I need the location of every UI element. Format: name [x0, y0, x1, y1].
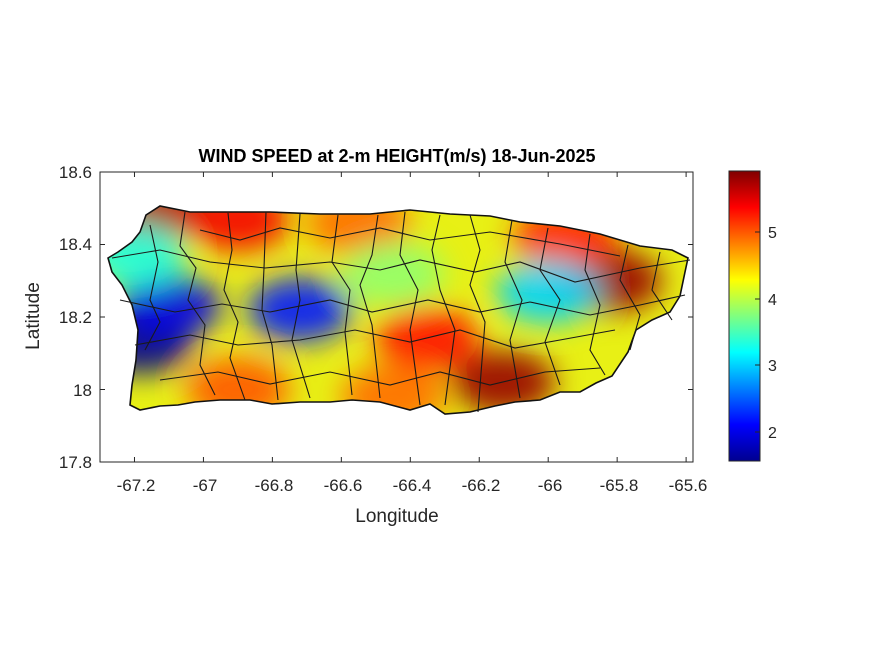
wind-speed-blob: [375, 306, 480, 371]
x-tick-label: -66: [538, 476, 563, 495]
x-ticks: [133, 172, 687, 462]
chart-title: WIND SPEED at 2-m HEIGHT(m/s) 18-Jun-202…: [198, 146, 595, 166]
wind-speed-blob: [185, 206, 290, 252]
x-tick-label: -67.2: [117, 476, 156, 495]
x-tick-label: -67: [193, 476, 218, 495]
y-tick-labels: 18.6 18.4 18.2 18 17.8: [59, 163, 92, 472]
x-tick-labels: -67.2 -67 -66.8 -66.6 -66.4 -66.2 -66 -6…: [117, 476, 708, 495]
wind-field: [108, 206, 688, 414]
y-tick-label: 18.4: [59, 235, 92, 254]
x-tick-label: -66.2: [462, 476, 501, 495]
x-tick-label: -66.4: [393, 476, 432, 495]
colorbar-tick-label: 2: [768, 425, 777, 442]
plot-area: -67.2 -67 -66.8 -66.6 -66.4 -66.2 -66 -6…: [23, 163, 707, 527]
y-tick-label: 18: [73, 381, 92, 400]
y-tick-label: 18.6: [59, 163, 92, 182]
wind-speed-blob: [341, 241, 446, 306]
y-ticks: [100, 171, 693, 463]
wind-speed-blob: [247, 277, 352, 342]
colorbar-tick-label: 3: [768, 358, 777, 375]
x-tick-label: -66.6: [324, 476, 363, 495]
colorbar-tick-label: 5: [768, 225, 777, 242]
x-tick-label: -66.8: [255, 476, 294, 495]
colorbar-ticks: [755, 231, 760, 433]
y-tick-label: 17.8: [59, 453, 92, 472]
wind-speed-blob: [496, 259, 601, 324]
colorbar-tick-label: 4: [768, 292, 777, 309]
y-tick-label: 18.2: [59, 308, 92, 327]
x-axis-label: Longitude: [355, 506, 438, 527]
x-tick-label: -65.8: [600, 476, 639, 495]
coastline: [107, 205, 689, 415]
municipal-boundaries: [111, 211, 691, 413]
x-tick-label: -65.6: [669, 476, 708, 495]
wind-speed-blob: [116, 274, 221, 339]
y-axis-label: Latitude: [23, 282, 44, 350]
colorbar-gradient: [728, 170, 761, 462]
colorbar: 2 3 4 5: [728, 170, 777, 462]
